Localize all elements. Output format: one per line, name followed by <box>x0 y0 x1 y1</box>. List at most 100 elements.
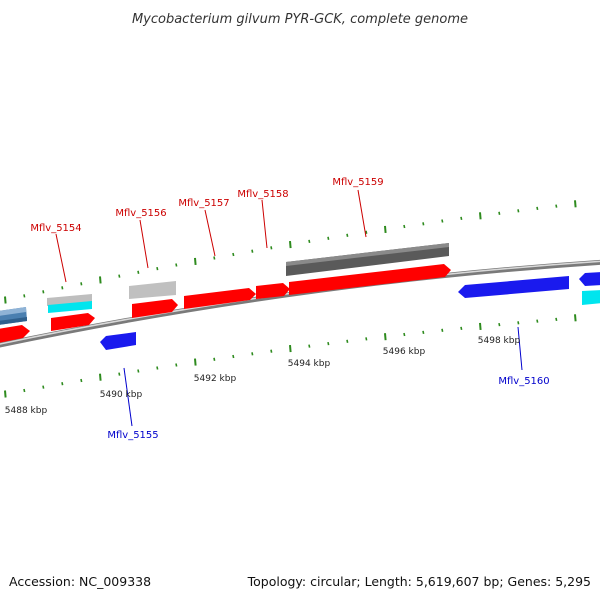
minor-tick <box>555 204 558 208</box>
minor-tick <box>308 239 311 244</box>
minor-tick <box>346 339 349 343</box>
major-tick <box>289 241 292 249</box>
gene-label-mflv5159[interactable]: Mflv_5159 <box>332 177 383 188</box>
minor-tick <box>175 263 178 267</box>
minor-tick <box>498 322 501 327</box>
gene-label-mflv5155[interactable]: Mflv_5155 <box>107 430 158 441</box>
minor-tick <box>403 332 406 337</box>
scale-label: 5492 kbp <box>194 374 237 384</box>
major-tick <box>384 225 387 233</box>
minor-tick <box>61 382 64 386</box>
leader-mflv5156 <box>139 219 149 269</box>
leader-mflv5154 <box>55 233 67 283</box>
major-tick <box>194 358 197 366</box>
gene-arrow-mflv5160[interactable] <box>458 276 569 298</box>
minor-tick <box>23 294 26 298</box>
accession-text: Accession: NC_009338 <box>9 574 151 589</box>
minor-tick <box>441 219 444 223</box>
minor-tick <box>251 249 254 253</box>
leader-mflv5160 <box>517 326 523 371</box>
leader-mflv5159 <box>357 189 367 238</box>
major-tick <box>479 212 482 220</box>
scale-label: 5494 kbp <box>288 359 331 369</box>
major-tick <box>384 333 387 341</box>
minor-tick <box>460 326 463 331</box>
gene-label-mflv5154[interactable]: Mflv_5154 <box>30 223 81 234</box>
feature-cyan-partial[interactable] <box>582 290 600 305</box>
scale-labels: 5488 kbp 5490 kbp 5492 kbp 5494 kbp 5496… <box>5 336 521 416</box>
major-tick <box>99 276 102 284</box>
feature-grey-5156[interactable] <box>129 281 176 299</box>
minor-tick <box>213 256 216 260</box>
gene-arrow-mflv5157[interactable] <box>184 288 256 309</box>
major-tick <box>289 345 292 353</box>
minor-tick <box>327 341 330 346</box>
gene-label-mflv5160[interactable]: Mflv_5160 <box>498 376 549 387</box>
inner-tick-track <box>4 314 577 398</box>
minor-tick <box>156 366 159 370</box>
scale-label: 5496 kbp <box>383 347 426 357</box>
minor-tick <box>555 317 558 322</box>
major-tick <box>574 314 577 322</box>
minor-tick <box>156 266 159 271</box>
gene-arrow-mflv5155[interactable] <box>100 332 136 350</box>
leader-mflv5158 <box>261 199 268 249</box>
minor-tick <box>175 363 178 367</box>
minor-tick <box>232 354 235 359</box>
major-tick <box>99 373 102 381</box>
minor-tick <box>251 352 254 356</box>
gene-label-mflv5158[interactable]: Mflv_5158 <box>237 189 288 200</box>
genome-stats-text: Topology: circular; Length: 5,619,607 bp… <box>247 574 591 589</box>
minor-tick <box>270 246 273 250</box>
feature-reverse-partial[interactable] <box>579 272 600 286</box>
minor-tick <box>498 211 501 215</box>
minor-tick <box>270 349 273 353</box>
major-tick <box>574 200 577 208</box>
minor-tick <box>403 224 406 229</box>
minor-tick <box>365 230 368 234</box>
map-title: Mycobacterium gilvum PYR-GCK, complete g… <box>132 12 468 27</box>
minor-tick <box>137 270 140 274</box>
minor-tick <box>536 206 539 211</box>
major-tick <box>479 322 482 330</box>
scale-label: 5498 kbp <box>478 336 521 346</box>
gene-arrow-mflv5158[interactable] <box>256 283 290 299</box>
feature-track <box>0 243 600 350</box>
gene-arrow-mflv5156[interactable] <box>132 299 178 318</box>
minor-tick <box>23 388 26 393</box>
gene-arrow-mflv5159[interactable] <box>289 264 451 295</box>
minor-tick <box>422 330 425 335</box>
minor-tick <box>61 286 64 290</box>
gene-label-mflv5157[interactable]: Mflv_5157 <box>178 198 229 209</box>
scale-label: 5488 kbp <box>5 406 48 416</box>
minor-tick <box>42 290 45 294</box>
minor-tick <box>365 337 368 341</box>
minor-tick <box>422 222 425 226</box>
minor-tick <box>80 378 83 383</box>
minor-tick <box>118 274 121 278</box>
gene-arrow-partial[interactable] <box>0 325 30 343</box>
minor-tick <box>308 344 311 348</box>
gene-label-mflv5156[interactable]: Mflv_5156 <box>115 208 166 219</box>
major-tick <box>194 257 197 265</box>
minor-tick <box>137 369 140 373</box>
feature-cyan[interactable] <box>48 301 92 313</box>
minor-tick <box>346 233 349 237</box>
minor-tick <box>460 216 463 221</box>
minor-tick <box>80 282 83 286</box>
minor-tick <box>441 328 444 332</box>
minor-tick <box>232 252 235 257</box>
scale-label: 5490 kbp <box>100 390 143 400</box>
gene-arrow-mflv5154[interactable] <box>51 313 95 331</box>
leader-mflv5157 <box>204 209 216 257</box>
outer-tick-track <box>4 200 577 304</box>
major-tick <box>4 296 7 304</box>
minor-tick <box>517 321 520 325</box>
minor-tick <box>536 319 539 323</box>
leader-mflv5155 <box>123 367 133 427</box>
minor-tick <box>118 372 121 376</box>
minor-tick <box>327 236 330 240</box>
minor-tick <box>42 385 45 389</box>
feature-steel-dark <box>0 317 27 325</box>
